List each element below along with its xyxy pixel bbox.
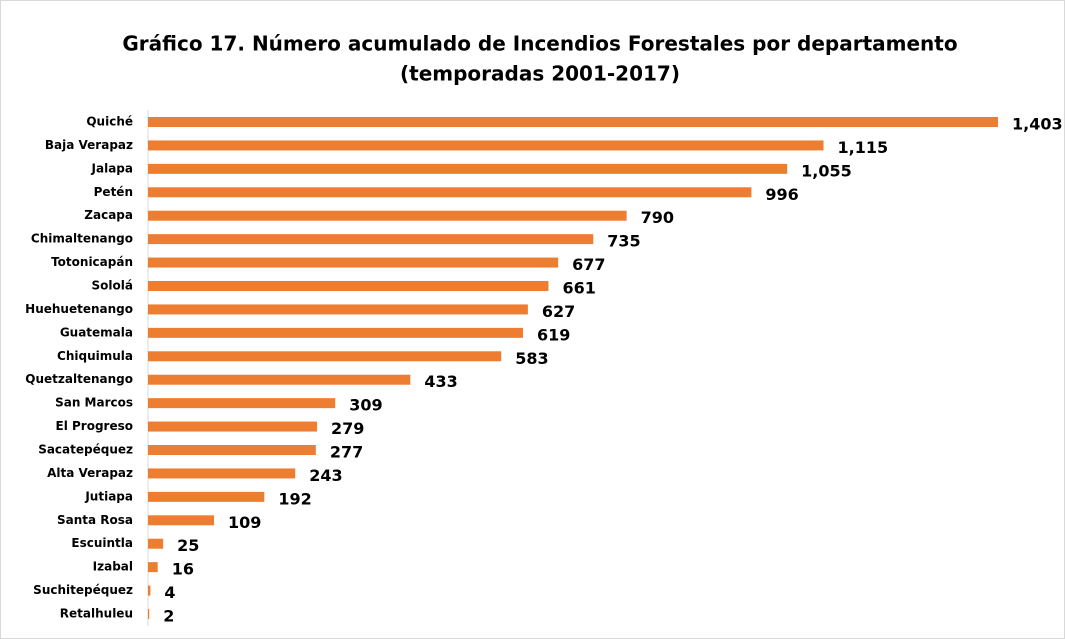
y-tick-label: Guatemala [60,325,133,339]
bar [148,491,265,502]
bar [148,140,824,151]
value-label: 677 [572,255,605,274]
y-tick-label: Escuintla [71,536,133,550]
y-tick-label: Totonicapán [51,255,133,269]
y-tick-label: Chiquimula [57,349,133,363]
bar [148,210,627,221]
bar [148,445,316,455]
bar [148,163,788,174]
y-tick-label: Santa Rosa [57,513,133,527]
value-label: 661 [562,279,595,298]
value-label: 16 [172,560,194,579]
y-tick-label: Sacatepéquez [38,443,133,457]
value-label: 1,403 [1012,115,1063,134]
value-label: 996 [765,185,798,204]
bar [148,468,296,479]
y-tick-label: Chimaltenango [31,232,133,246]
bar [148,398,336,409]
chart-title: (temporadas 2001-2017) [400,62,680,86]
y-tick-label: Suchitepéquez [33,583,133,597]
value-label: 790 [641,208,674,227]
value-label: 192 [278,489,311,508]
bar [148,327,524,338]
y-tick-label: Quetzaltenango [25,372,133,386]
y-tick-label: Baja Verapaz [45,138,133,152]
value-label: 433 [424,372,457,391]
value-label: 627 [542,302,575,321]
y-tick-label: Quiché [86,115,133,129]
y-tick-label: Retalhuleu [60,607,133,621]
chart-title: Gráfico 17. Número acumulado de Incendio… [122,32,957,56]
y-tick-label: El Progreso [56,419,133,433]
y-tick-label: Alta Verapaz [47,466,133,480]
value-label: 25 [177,536,199,555]
bar [148,281,549,291]
bar [148,257,559,268]
y-tick-label: Sololá [92,279,133,293]
bar [148,304,528,315]
value-label: 279 [331,419,364,438]
bar [148,234,594,245]
y-tick-label: Zacapa [84,208,133,222]
bar [148,187,752,198]
value-label: 1,055 [801,161,852,180]
bar [148,609,150,619]
bar [148,374,411,385]
value-label: 1,115 [838,138,889,157]
bar [148,515,215,526]
value-label: 309 [349,396,382,415]
y-tick-label: Jalapa [91,161,133,175]
value-label: 109 [228,513,261,532]
y-tick-label: Huehuetenango [25,302,133,316]
y-tick-label: Jutiapa [84,489,133,503]
bar [148,421,318,432]
value-label: 243 [309,466,342,485]
y-tick-label: Izabal [93,560,133,574]
value-label: 2 [163,607,174,626]
value-label: 619 [537,325,570,344]
bar [148,585,151,596]
bar [148,117,998,127]
value-label: 4 [164,583,175,602]
y-tick-label: San Marcos [55,396,133,410]
bar [148,351,502,362]
bar [148,562,158,573]
value-label: 277 [330,443,363,462]
bar [148,538,164,549]
value-label: 735 [607,232,640,251]
value-label: 583 [515,349,548,368]
y-tick-label: Petén [94,185,133,199]
